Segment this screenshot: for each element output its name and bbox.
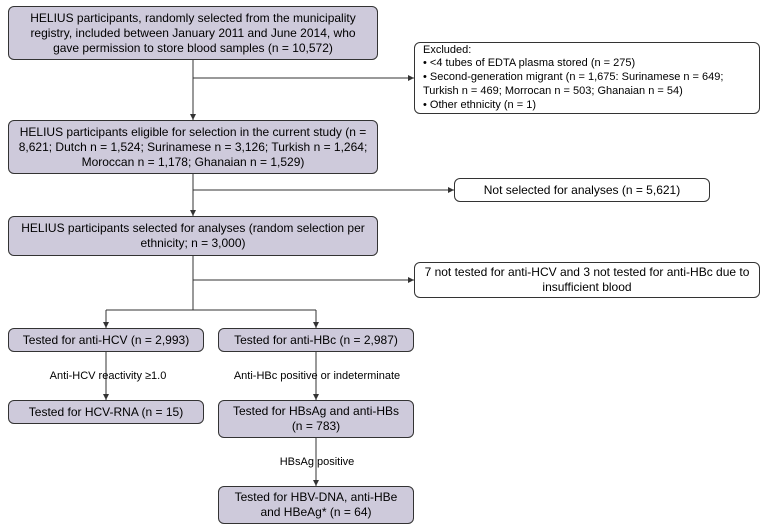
box-text: Tested for HCV-RNA (n = 15) [29,405,183,420]
box-text: Excluded: • <4 tubes of EDTA plasma stor… [423,44,751,113]
box-anti-hcv: Tested for anti-HCV (n = 2,993) [8,328,204,352]
box-text: Tested for anti-HCV (n = 2,993) [23,333,189,348]
box-text: Not selected for analyses (n = 5,621) [484,183,680,198]
box-text: HELIUS participants selected for analyse… [17,221,369,251]
box-not-tested: 7 not tested for anti-HCV and 3 not test… [414,262,760,298]
box-initial-cohort: HELIUS participants, randomly selected f… [8,6,378,60]
box-selected: HELIUS participants selected for analyse… [8,216,378,256]
box-text: Tested for anti-HBc (n = 2,987) [234,333,398,348]
box-text: Tested for HBsAg and anti-HBs (n = 783) [227,404,405,434]
box-text: Tested for HBV-DNA, anti-HBe and HBeAg* … [227,490,405,520]
box-text: HELIUS participants eligible for selecti… [17,125,369,170]
box-anti-hbc: Tested for anti-HBc (n = 2,987) [218,328,414,352]
box-not-selected: Not selected for analyses (n = 5,621) [454,178,710,202]
box-hbsag-antihbs: Tested for HBsAg and anti-HBs (n = 783) [218,400,414,438]
label-anti-hbc-positive: Anti-HBc positive or indeterminate [222,370,412,383]
label-hbsag-positive: HBsAg positive [272,456,362,469]
box-hcv-rna: Tested for HCV-RNA (n = 15) [8,400,204,424]
label-anti-hcv-reactivity: Anti-HCV reactivity ≥1.0 [38,370,178,383]
box-eligible: HELIUS participants eligible for selecti… [8,120,378,174]
box-hbv-dna: Tested for HBV-DNA, anti-HBe and HBeAg* … [218,486,414,524]
box-excluded: Excluded: • <4 tubes of EDTA plasma stor… [414,42,760,114]
box-text: HELIUS participants, randomly selected f… [17,11,369,56]
box-text: 7 not tested for anti-HCV and 3 not test… [423,265,751,295]
